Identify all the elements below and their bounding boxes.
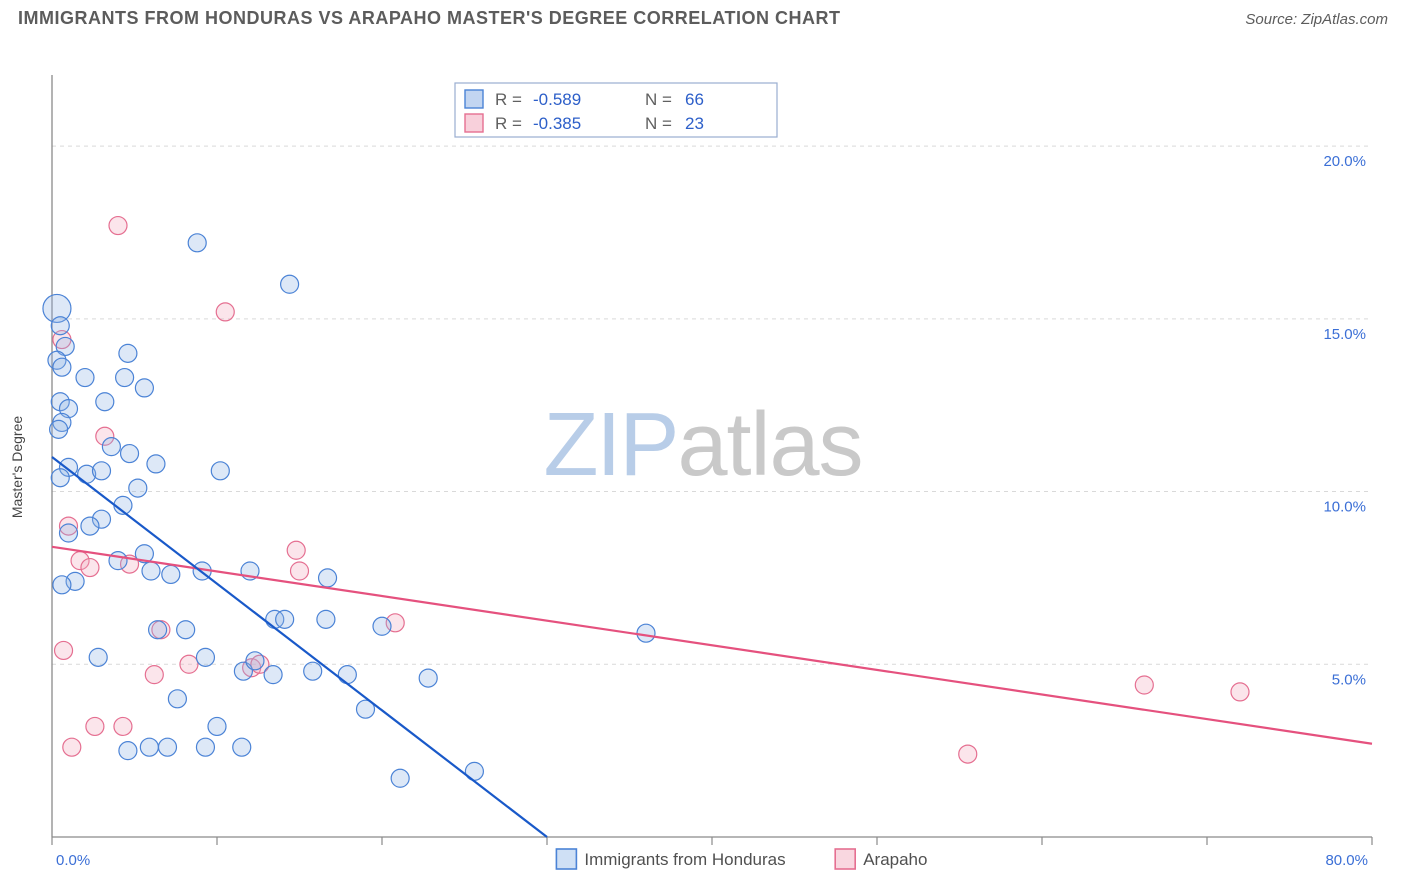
chart-container: 0.0% 80.0% 5.0% 10.0% 15.0% 20.0% Master's Deg… <box>0 37 1406 879</box>
svg-text:0.0%: 0.0% <box>56 852 90 869</box>
svg-text:N =: N = <box>645 114 672 133</box>
svg-text:10.0%: 10.0% <box>1323 499 1366 516</box>
svg-text:-0.589: -0.589 <box>533 90 581 109</box>
svg-text:5.0%: 5.0% <box>1332 671 1366 688</box>
svg-text:80.0%: 80.0% <box>1325 852 1368 869</box>
svg-text:66: 66 <box>685 90 704 109</box>
svg-text:20.0%: 20.0% <box>1323 153 1366 170</box>
source-prefix: Source: <box>1245 11 1301 28</box>
header-bar: IMMIGRANTS FROM HONDURAS VS ARAPAHO MAST… <box>0 0 1406 37</box>
svg-text:Master's Degree: Master's Degree <box>9 416 25 518</box>
svg-text:R =: R = <box>495 90 522 109</box>
chart-title: IMMIGRANTS FROM HONDURAS VS ARAPAHO MAST… <box>18 8 840 29</box>
svg-text:Arapaho: Arapaho <box>863 850 927 869</box>
svg-text:Immigrants from Honduras: Immigrants from Honduras <box>584 850 785 869</box>
svg-text:N =: N = <box>645 90 672 109</box>
svg-text:R =: R = <box>495 114 522 133</box>
scatter-chart: 0.0% 80.0% 5.0% 10.0% 15.0% 20.0% Master's Deg… <box>0 37 1406 879</box>
svg-text:15.0%: 15.0% <box>1323 326 1366 343</box>
svg-text:-0.385: -0.385 <box>533 114 581 133</box>
svg-text:23: 23 <box>685 114 704 133</box>
source-name: ZipAtlas.com <box>1301 11 1388 28</box>
source-credit: Source: ZipAtlas.com <box>1245 11 1388 28</box>
